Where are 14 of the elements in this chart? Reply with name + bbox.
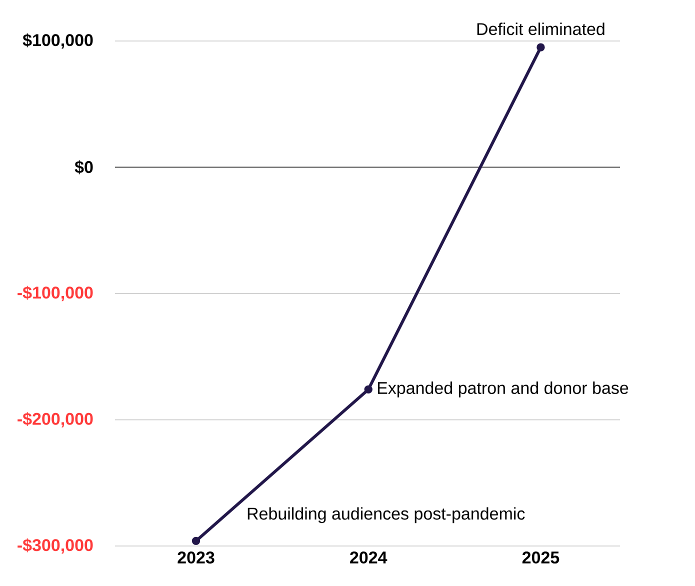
annotation: Deficit eliminated (477, 22, 604, 36)
annotation: Rebuilding audiences post-pandemic (248, 507, 525, 524)
point (192, 536, 200, 546)
annotation: Expanded patron and donor base (378, 382, 628, 398)
y-tick-label: -$200,000 (18, 412, 93, 428)
x-tick-label: 2024 (350, 552, 388, 564)
point (536, 43, 545, 52)
x-tick-label: 2025 (522, 552, 560, 564)
point (364, 385, 372, 394)
y-tick-label: -$300,000 (18, 538, 93, 554)
y-tick-label: $0 (74, 160, 93, 174)
x-tick-label: 2023 (178, 552, 214, 564)
y-tick-label: -$100,000 (18, 286, 93, 302)
y-tick-label: $100,000 (22, 33, 93, 49)
